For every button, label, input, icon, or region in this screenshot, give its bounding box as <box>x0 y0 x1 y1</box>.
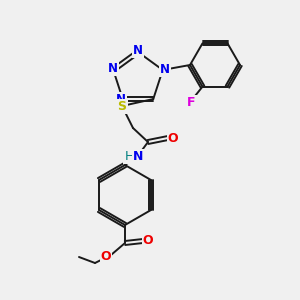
Text: O: O <box>143 235 153 248</box>
Text: S: S <box>118 100 127 112</box>
Text: H: H <box>124 149 134 163</box>
Text: O: O <box>101 250 111 262</box>
Text: N: N <box>116 92 126 106</box>
Text: N: N <box>160 64 170 76</box>
Text: N: N <box>108 62 118 76</box>
Text: O: O <box>168 131 178 145</box>
Text: N: N <box>133 149 143 163</box>
Text: N: N <box>133 44 143 58</box>
Text: F: F <box>187 96 196 109</box>
